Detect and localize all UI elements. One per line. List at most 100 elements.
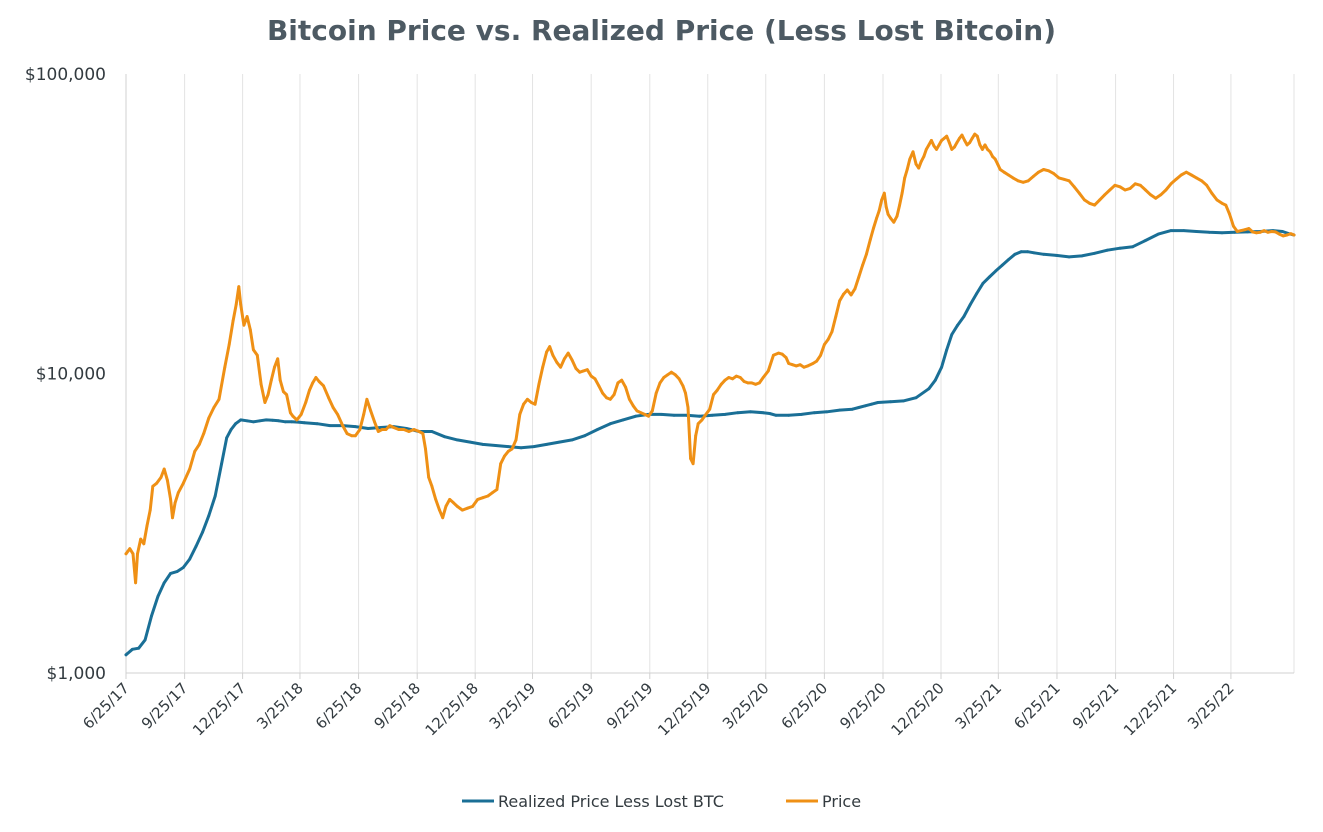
data-point [471, 505, 474, 508]
data-point [175, 570, 179, 573]
data-point [612, 393, 616, 396]
data-point [455, 438, 459, 442]
data-point [278, 378, 282, 382]
data-point [1210, 191, 1214, 195]
data-point [1270, 230, 1274, 233]
data-point [169, 498, 173, 501]
data-point [647, 414, 650, 418]
data-point [277, 419, 281, 423]
data-point [461, 508, 464, 512]
data-point [365, 397, 369, 401]
data-point [229, 428, 233, 431]
data-point [434, 498, 438, 501]
data-point [719, 382, 723, 386]
data-point [1093, 203, 1096, 207]
data-point [735, 374, 738, 378]
data-point [1182, 229, 1186, 233]
data-point [658, 381, 662, 385]
data-point [1032, 251, 1036, 255]
data-point [723, 378, 727, 382]
data-point [239, 303, 243, 306]
data-point [815, 359, 819, 363]
data-point [768, 412, 771, 415]
data-point [1123, 188, 1127, 192]
data-point [1159, 193, 1163, 197]
data-point [1215, 198, 1219, 202]
data-point [1057, 176, 1061, 180]
data-point [570, 438, 574, 442]
data-point [993, 157, 997, 161]
data-point [350, 434, 353, 438]
data-point [255, 353, 259, 357]
data-point [566, 351, 570, 355]
data-point [362, 413, 366, 416]
data-point [155, 481, 159, 485]
data-point [213, 494, 217, 498]
x-tick-label: 3/25/19 [486, 679, 540, 733]
data-point [448, 498, 452, 501]
data-point [131, 647, 134, 651]
data-point [369, 409, 373, 413]
data-point [715, 388, 719, 392]
data-point [853, 287, 857, 291]
data-point [911, 150, 915, 154]
data-point [712, 393, 715, 396]
data-point [494, 444, 497, 447]
data-point [758, 381, 761, 385]
data-point [417, 430, 421, 433]
data-point [499, 462, 503, 466]
data-point [476, 498, 480, 501]
data-point [1232, 224, 1235, 228]
data-point [1174, 177, 1178, 181]
data-point [924, 148, 928, 151]
data-point [1195, 176, 1198, 180]
data-point [889, 400, 892, 404]
data-point [620, 378, 624, 382]
series-layer [124, 132, 1296, 657]
data-point [1013, 252, 1017, 256]
data-point [851, 407, 854, 411]
data-point [1235, 230, 1239, 233]
data-point [903, 176, 907, 180]
data-point [380, 428, 384, 431]
data-point [271, 418, 274, 422]
data-point [327, 396, 330, 400]
data-point [838, 299, 842, 303]
data-point [1262, 229, 1266, 233]
data-point [481, 496, 485, 500]
x-tick-label: 9/25/21 [1069, 679, 1123, 733]
data-point [889, 216, 892, 220]
data-point [830, 330, 834, 333]
data-point [761, 411, 765, 415]
data-point [978, 143, 982, 147]
data-point [865, 252, 868, 256]
data-point [930, 139, 933, 142]
x-tick-label: 6/25/17 [79, 679, 133, 733]
data-point [895, 214, 899, 218]
y-tick-label: $10,000 [36, 365, 106, 385]
data-point [518, 413, 522, 416]
data-point [427, 476, 431, 479]
data-point [857, 275, 861, 279]
data-point [1113, 183, 1117, 187]
data-point [1067, 255, 1071, 259]
data-point [914, 162, 918, 166]
data-point [1258, 230, 1262, 234]
data-point [945, 348, 949, 352]
data-point [905, 168, 909, 171]
data-point [927, 387, 931, 391]
data-point [506, 445, 510, 448]
data-point [1108, 188, 1112, 192]
data-point [802, 365, 806, 369]
data-point [583, 434, 587, 438]
data-point [845, 288, 849, 292]
data-point [220, 462, 224, 466]
data-point [354, 434, 357, 438]
data-point [197, 443, 201, 446]
x-tick-label: 12/25/19 [654, 679, 714, 739]
data-point [784, 356, 788, 359]
legend: Realized Price Less Lost BTC Price [462, 792, 861, 811]
data-point [176, 491, 180, 495]
data-point [269, 378, 273, 382]
